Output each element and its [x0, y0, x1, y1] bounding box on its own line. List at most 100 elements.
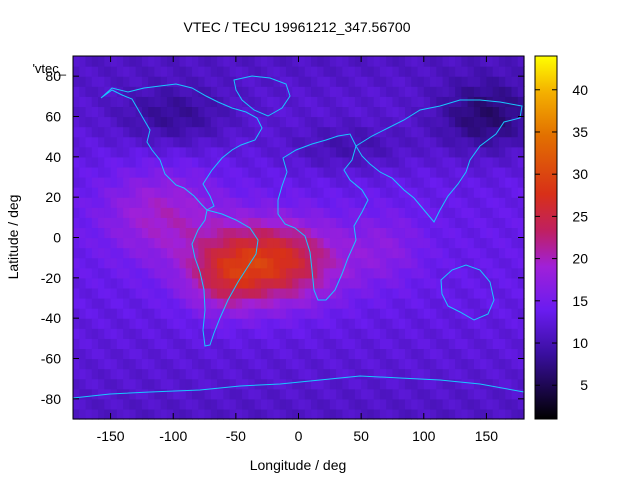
heatmap-cell [248, 66, 256, 77]
heatmap-cell [492, 177, 500, 188]
heatmap-cell [348, 207, 356, 218]
heatmap-cell [129, 66, 137, 77]
heatmap-cell [192, 368, 199, 380]
heatmap-cell [242, 257, 249, 269]
heatmap-cell [411, 177, 419, 188]
heatmap-cell [505, 136, 513, 148]
heatmap-cell [254, 96, 262, 108]
heatmap-cell [204, 86, 212, 97]
heatmap-cell [166, 267, 174, 279]
heatmap-cell [436, 348, 444, 360]
heatmap-cell [242, 348, 249, 360]
heatmap-cell [292, 247, 300, 259]
heatmap-cell [430, 146, 437, 158]
heatmap-cell [148, 237, 156, 249]
heatmap-cell [404, 86, 412, 97]
heatmap-cell [217, 126, 224, 138]
heatmap-cell [379, 227, 387, 239]
heatmap-cell [373, 277, 381, 289]
heatmap-cell [204, 257, 212, 269]
heatmap-cell [79, 368, 87, 380]
heatmap-cell [279, 146, 287, 158]
heatmap-cell [342, 247, 350, 259]
heatmap-cell [85, 287, 93, 299]
heatmap-cell [367, 146, 375, 158]
heatmap-cell [379, 287, 387, 299]
heatmap-cell [260, 308, 268, 319]
heatmap-cell [141, 298, 149, 309]
heatmap-cell [423, 348, 431, 360]
heatmap-cell [217, 166, 224, 178]
heatmap-cell [323, 277, 331, 289]
heatmap-cell [373, 126, 381, 138]
heatmap-cell [192, 96, 199, 108]
heatmap-cell [129, 318, 137, 329]
heatmap-cell [110, 86, 118, 97]
heatmap-cell [473, 187, 481, 198]
heatmap-cell [461, 166, 469, 178]
heatmap-cell [260, 378, 268, 390]
heatmap-cell [273, 358, 281, 370]
heatmap-cell [298, 348, 306, 360]
heatmap-cell [292, 378, 300, 390]
heatmap-cell [242, 166, 249, 178]
heatmap-cell [298, 358, 306, 370]
heatmap-cell [480, 408, 488, 420]
heatmap-cell [417, 207, 425, 218]
heatmap-cell [292, 348, 300, 360]
heatmap-cell [342, 277, 350, 289]
heatmap-cell [110, 156, 118, 168]
heatmap-cell [79, 96, 87, 108]
heatmap-cell [517, 177, 525, 188]
heatmap-cell [436, 66, 444, 77]
heatmap-cell [135, 66, 143, 77]
heatmap-cell [235, 86, 243, 97]
heatmap-cell [423, 368, 431, 380]
heatmap-cell [348, 116, 356, 128]
heatmap-cell [98, 136, 105, 148]
heatmap-cell [123, 298, 130, 309]
heatmap-cell [223, 146, 231, 158]
heatmap-cell [192, 177, 199, 188]
heatmap-cell [492, 76, 500, 87]
heatmap-cell [98, 257, 105, 269]
heatmap-cell [392, 247, 400, 259]
heatmap-cell [229, 177, 237, 188]
heatmap-cell [336, 66, 343, 77]
heatmap-cell [79, 328, 87, 339]
heatmap-cell [129, 187, 137, 198]
heatmap-cell [91, 358, 99, 370]
heatmap-cell [486, 328, 494, 339]
heatmap-cell [204, 247, 212, 259]
heatmap-cell [242, 237, 249, 249]
heatmap-cell [179, 207, 187, 218]
heatmap-cell [498, 368, 506, 380]
heatmap-cell [392, 156, 400, 168]
heatmap-cell [98, 126, 105, 138]
heatmap-cell [436, 308, 444, 319]
heatmap-cell [480, 76, 488, 87]
heatmap-cell [279, 86, 287, 97]
heatmap-cell [417, 156, 425, 168]
heatmap-cell [116, 66, 124, 77]
heatmap-cell [379, 106, 387, 118]
heatmap-cell [505, 227, 513, 239]
heatmap-cell [166, 287, 174, 299]
heatmap-cell [242, 177, 249, 188]
heatmap-cell [361, 368, 368, 380]
heatmap-cell [98, 187, 105, 198]
heatmap-cell [423, 86, 431, 97]
heatmap-cell [467, 338, 475, 350]
heatmap-cell [480, 187, 488, 198]
heatmap-cell [98, 177, 105, 188]
heatmap-cell [210, 267, 218, 279]
heatmap-cell [279, 76, 287, 87]
heatmap-cell [329, 217, 337, 229]
heatmap-cell [379, 166, 387, 178]
heatmap-cell [417, 308, 425, 319]
heatmap-cell [273, 197, 281, 208]
heatmap-cell [398, 197, 406, 208]
heatmap-cell [129, 86, 137, 97]
heatmap-cell [442, 66, 450, 77]
heatmap-cell [248, 287, 256, 299]
